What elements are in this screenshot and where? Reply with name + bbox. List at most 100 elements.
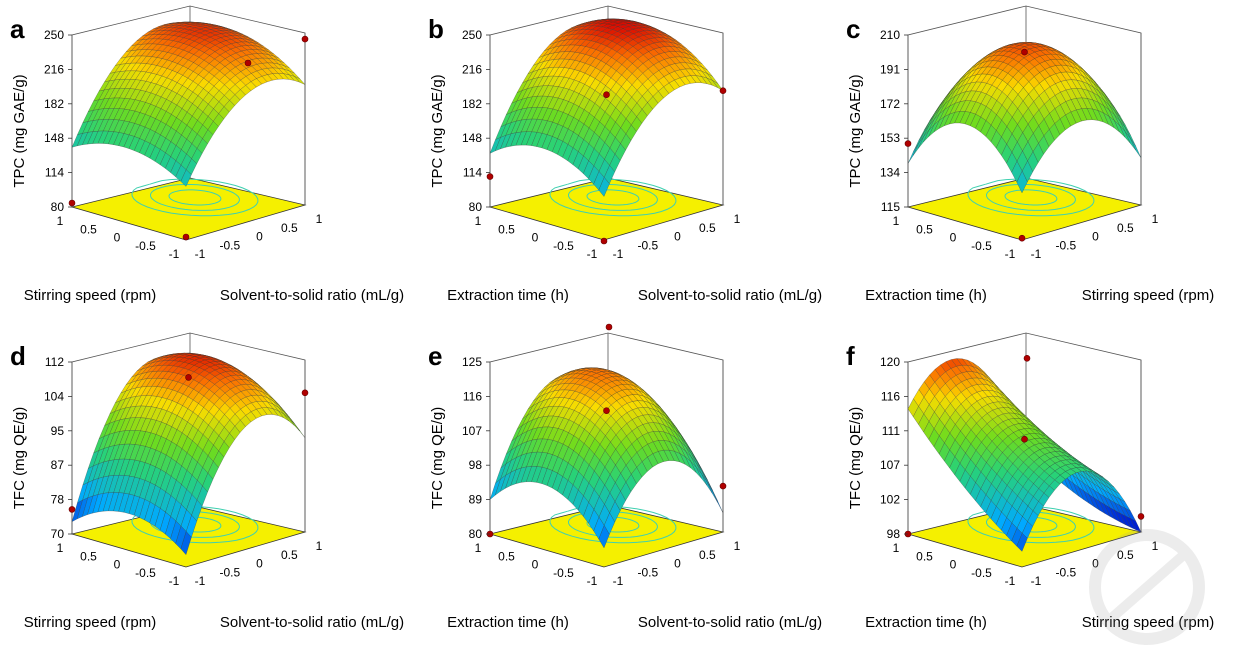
design-point <box>904 140 912 147</box>
x-tick-label: -0.5 <box>135 566 156 580</box>
response-surface <box>907 358 1142 552</box>
x-axis-label: Stirring speed (rpm) <box>24 614 157 631</box>
design-point <box>1021 48 1028 56</box>
y-tick-label: -1 <box>1031 574 1042 588</box>
y-tick-label: -0.5 <box>637 565 658 579</box>
surface-plot-d: d 112 104 95 87 78 70 1 0.5 0 -0.5 -1 -1 -0.5 0 0.5 1 TFC… <box>0 327 418 653</box>
x-tick-label: 0.5 <box>498 549 515 563</box>
y-axis-label: Stirring speed (rpm) <box>1082 614 1215 631</box>
z-axis-ticks: 250 216 182 148 114 80 <box>462 28 490 214</box>
x-tick-label: 0 <box>950 558 957 572</box>
x-tick-label: -0.5 <box>135 239 156 253</box>
design-point <box>68 199 76 207</box>
z-tick-label: 87 <box>51 458 65 472</box>
y-axis-ticks: -1 -0.5 0 0.5 1 <box>613 212 741 261</box>
y-tick-label: -1 <box>613 574 624 588</box>
floor-contours <box>967 178 1095 217</box>
z-tick-label: 95 <box>51 424 65 438</box>
x-tick-label: -1 <box>587 574 598 588</box>
z-tick-label: 89 <box>469 493 483 507</box>
design-point <box>605 323 613 331</box>
y-tick-label: -1 <box>613 247 624 261</box>
z-tick-label: 148 <box>462 131 482 145</box>
y-tick-label: -0.5 <box>637 238 658 252</box>
x-tick-label: 0.5 <box>916 222 933 236</box>
y-tick-label: 0.5 <box>699 221 716 235</box>
floor-contours <box>131 178 259 217</box>
x-tick-label: -0.5 <box>553 566 574 580</box>
response-surface <box>489 367 724 549</box>
x-tick-label: 1 <box>893 214 900 228</box>
y-axis-label: Solvent-to-solid ratio (mL/g) <box>638 614 822 631</box>
y-tick-label: -0.5 <box>219 565 240 579</box>
x-axis-label: Extraction time (h) <box>447 287 569 304</box>
z-tick-label: 134 <box>880 166 900 180</box>
design-point <box>244 59 252 67</box>
design-point <box>68 506 76 513</box>
surface-plot-e: e 125 116 107 98 89 80 1 0.5 0 -0.5 -1 -1 -0.5 0 0.5 1 TF… <box>418 323 836 653</box>
y-axis-label: Stirring speed (rpm) <box>1082 287 1215 304</box>
panel-letter: b <box>428 14 444 44</box>
y-axis-ticks: -1 -0.5 0 0.5 1 <box>195 212 323 261</box>
y-tick-label: 0.5 <box>1117 548 1134 562</box>
x-tick-label: -1 <box>169 247 180 261</box>
z-axis-label: TFC (mg QE/g) <box>429 407 446 510</box>
z-tick-label: 153 <box>880 131 900 145</box>
x-tick-label: 0 <box>114 231 121 245</box>
design-points <box>904 48 1028 242</box>
design-point <box>603 407 610 414</box>
x-tick-label: -1 <box>1005 247 1016 261</box>
design-point <box>301 35 309 43</box>
z-axis-label: TPC (mg GAE/g) <box>847 74 864 187</box>
z-tick-label: 125 <box>462 355 482 369</box>
x-tick-label: -1 <box>587 247 598 261</box>
x-tick-label: 1 <box>57 541 64 555</box>
z-axis-ticks: 112 104 95 87 78 70 <box>44 355 72 541</box>
z-tick-label: 191 <box>880 62 900 76</box>
x-tick-label: -1 <box>169 574 180 588</box>
z-tick-label: 210 <box>880 28 900 42</box>
watermark-logo <box>1089 529 1205 645</box>
y-tick-label: -0.5 <box>1055 565 1076 579</box>
x-axis-label: Extraction time (h) <box>865 614 987 631</box>
z-tick-label: 102 <box>880 493 900 507</box>
z-tick-label: 78 <box>51 493 65 507</box>
response-surface <box>907 42 1142 194</box>
y-tick-label: -1 <box>195 574 206 588</box>
x-tick-label: 1 <box>475 214 482 228</box>
z-tick-label: 111 <box>882 424 901 438</box>
z-tick-label: 250 <box>462 28 482 42</box>
z-tick-label: 182 <box>44 97 64 111</box>
z-tick-label: 98 <box>469 458 483 472</box>
y-tick-label: 0.5 <box>1117 221 1134 235</box>
design-point <box>182 233 190 241</box>
design-point <box>719 87 727 94</box>
y-tick-label: 0 <box>1092 557 1099 571</box>
z-axis-label: TFC (mg QE/g) <box>847 407 864 510</box>
y-tick-label: 1 <box>1152 212 1159 226</box>
design-point <box>1021 435 1028 443</box>
design-point <box>603 91 610 98</box>
x-tick-label: 1 <box>57 214 64 228</box>
z-tick-label: 112 <box>45 355 64 369</box>
y-axis-label: Solvent-to-solid ratio (mL/g) <box>638 287 822 304</box>
z-tick-label: 114 <box>45 166 64 180</box>
response-surface <box>489 18 724 197</box>
surface-plot-f: f 120 116 111 107 102 98 1 0.5 0 -0.5 -1 -1 -0.5 0 0.5 1… <box>836 327 1254 653</box>
y-axis-ticks: -1 -0.5 0 0.5 1 <box>1031 212 1159 261</box>
z-tick-label: 116 <box>881 389 900 403</box>
x-tick-label: -1 <box>1005 574 1016 588</box>
x-tick-label: 0 <box>114 558 121 572</box>
design-point <box>719 482 727 490</box>
x-tick-label: 0 <box>950 231 957 245</box>
response-surface <box>71 352 306 556</box>
z-axis-ticks: 210 191 172 153 134 115 <box>880 28 908 214</box>
x-tick-label: 0.5 <box>80 549 97 563</box>
z-tick-label: 114 <box>463 166 482 180</box>
surface-plot-a: a 250 216 182 148 114 80 1 0.5 0 -0.5 -1 -1 -0.5 0 0.5 1… <box>0 0 418 326</box>
x-axis-ticks: 1 0.5 0 -0.5 -1 <box>893 214 1016 261</box>
y-tick-label: -0.5 <box>1055 238 1076 252</box>
surface-plot-c: c 210 191 172 153 134 115 1 0.5 0 -0.5 -1 -1 -0.5 0 0.5… <box>836 0 1254 326</box>
